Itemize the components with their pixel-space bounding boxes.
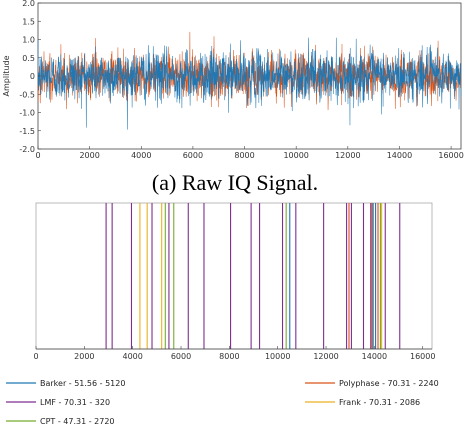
iq-y-ticks: 2.0 1.5 1.0 0.5 0 -0.5 -1.0 -1.5 -2.0: [19, 0, 41, 154]
iq-y-tick-label: -0.5: [19, 90, 35, 99]
iq-i-series: [37, 37, 462, 130]
pulse-x-tick-label: 10000: [265, 352, 290, 361]
iq-x-tick-label: 12000: [335, 151, 360, 160]
iq-x-ticks: 0 2000 4000 6000 8000 10000 12000 14000 16000: [35, 146, 464, 160]
iq-trace-i: [37, 37, 462, 130]
pulse-plot-frame: [35, 202, 433, 350]
legend-label-frank: Frank - 70.31 - 2086: [339, 398, 420, 407]
iq-y-tick-label: 1.5: [22, 17, 35, 26]
legend-label-cpt: CPT - 47.31 - 2720: [40, 417, 115, 426]
legend: Barker - 51.56 - 5120 LMF - 70.31 - 320 …: [6, 379, 439, 426]
iq-y-tick-label: -1.0: [19, 109, 35, 118]
legend-item-lmf: LMF - 70.31 - 320: [6, 398, 110, 407]
legend-item-polyphase: Polyphase - 70.31 - 2240: [305, 379, 439, 388]
iq-y-axis-label: Amplitude: [2, 55, 11, 96]
pulse-x-tick-label: 12000: [313, 352, 338, 361]
iq-x-tick-label: 8000: [234, 151, 254, 160]
iq-x-tick-label: 10000: [283, 151, 308, 160]
pulse-x-tick-label: 4000: [123, 352, 143, 361]
pulse-x-tick-label: 16000: [410, 352, 435, 361]
pulse-x-tick-label: 14000: [362, 352, 387, 361]
iq-x-tick-label: 4000: [131, 151, 151, 160]
pulse-x-tick-label: 6000: [171, 352, 191, 361]
iq-y-tick-label: -1.5: [19, 127, 35, 136]
pulse-x-ticks: 0 2000 4000 6000 8000 10000 12000 14000 16000: [33, 346, 435, 361]
iq-x-tick-label: 0: [35, 151, 40, 160]
iq-y-tick-label: 0: [30, 72, 35, 81]
iq-caption: (a) Raw IQ Signal.: [152, 170, 318, 195]
legend-label-barker: Barker - 51.56 - 5120: [40, 379, 125, 388]
iq-y-tick-label: 2.0: [22, 0, 35, 8]
legend-item-frank: Frank - 70.31 - 2086: [305, 398, 420, 407]
iq-x-tick-label: 14000: [387, 151, 412, 160]
iq-x-tick-label: 2000: [79, 151, 99, 160]
iq-y-tick-label: 0.5: [22, 54, 35, 63]
iq-y-tick-label: 1.0: [22, 36, 35, 45]
legend-label-lmf: LMF - 70.31 - 320: [40, 398, 110, 407]
pulse-x-tick-label: 8000: [219, 352, 239, 361]
iq-x-tick-label: 6000: [183, 151, 203, 160]
iq-y-tick-label: -2.0: [19, 145, 35, 154]
legend-label-polyphase: Polyphase - 70.31 - 2240: [339, 379, 439, 388]
pulse-x-tick-label: 0: [33, 352, 38, 361]
legend-item-barker: Barker - 51.56 - 5120: [6, 379, 125, 388]
iq-signal-chart: 2.0 1.5 1.0 0.5 0 -0.5 -1.0 -1.5 -2.0 0 2000 4000 6…: [2, 0, 464, 160]
legend-item-cpt: CPT - 47.31 - 2720: [6, 417, 115, 426]
pulse-positions-chart: 0 2000 4000 6000 8000 10000 12000 14000 16000: [33, 202, 435, 361]
pulse-lines: [105, 203, 401, 349]
pulse-x-tick-label: 2000: [74, 352, 94, 361]
iq-x-tick-label: 16000: [438, 151, 463, 160]
